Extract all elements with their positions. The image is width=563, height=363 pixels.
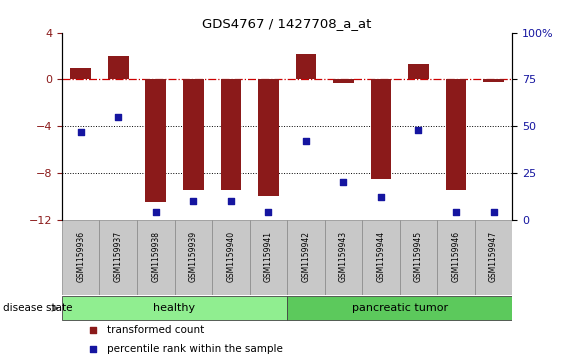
Bar <box>370 79 391 179</box>
Point <box>489 209 498 215</box>
Point <box>339 179 348 185</box>
Bar <box>287 296 512 321</box>
Point <box>226 198 235 204</box>
Bar <box>249 220 287 294</box>
Bar <box>408 64 429 79</box>
Text: GSM1159941: GSM1159941 <box>264 231 273 282</box>
Text: GSM1159940: GSM1159940 <box>226 231 235 282</box>
Text: GSM1159946: GSM1159946 <box>452 231 461 282</box>
Bar <box>183 79 204 191</box>
Bar <box>437 220 475 294</box>
Title: GDS4767 / 1427708_a_at: GDS4767 / 1427708_a_at <box>203 17 372 30</box>
Bar <box>221 79 241 191</box>
Text: GSM1159944: GSM1159944 <box>377 231 386 282</box>
Text: GSM1159947: GSM1159947 <box>489 231 498 282</box>
Text: GSM1159938: GSM1159938 <box>151 231 160 282</box>
Text: GSM1159937: GSM1159937 <box>114 231 123 282</box>
Point <box>414 127 423 133</box>
Point <box>264 209 273 215</box>
Bar <box>137 220 175 294</box>
Text: transformed count: transformed count <box>107 325 204 335</box>
Bar <box>296 54 316 79</box>
Bar <box>62 296 287 321</box>
Text: percentile rank within the sample: percentile rank within the sample <box>107 344 283 354</box>
Bar <box>287 220 325 294</box>
Bar <box>108 56 128 79</box>
Bar <box>362 220 400 294</box>
Text: GSM1159942: GSM1159942 <box>301 231 310 282</box>
Bar <box>483 79 504 82</box>
Point <box>377 194 386 200</box>
Point <box>452 209 461 215</box>
Bar <box>70 68 91 79</box>
Bar <box>62 220 100 294</box>
Text: GSM1159939: GSM1159939 <box>189 231 198 282</box>
Bar <box>258 79 279 196</box>
Text: GSM1159943: GSM1159943 <box>339 231 348 282</box>
Text: pancreatic tumor: pancreatic tumor <box>352 303 448 313</box>
Bar <box>475 220 512 294</box>
Point <box>189 198 198 204</box>
Point <box>301 138 310 144</box>
Bar <box>100 220 137 294</box>
Bar <box>145 79 166 202</box>
Bar <box>325 220 362 294</box>
Point <box>151 209 160 215</box>
Point <box>76 129 85 135</box>
Text: disease state: disease state <box>3 303 72 313</box>
Point <box>114 114 123 120</box>
Bar <box>446 79 466 191</box>
Text: GSM1159936: GSM1159936 <box>76 231 85 282</box>
Text: healthy: healthy <box>154 303 195 313</box>
Text: GSM1159945: GSM1159945 <box>414 231 423 282</box>
Bar <box>333 79 354 83</box>
Bar <box>212 220 249 294</box>
Bar <box>400 220 437 294</box>
Bar <box>175 220 212 294</box>
